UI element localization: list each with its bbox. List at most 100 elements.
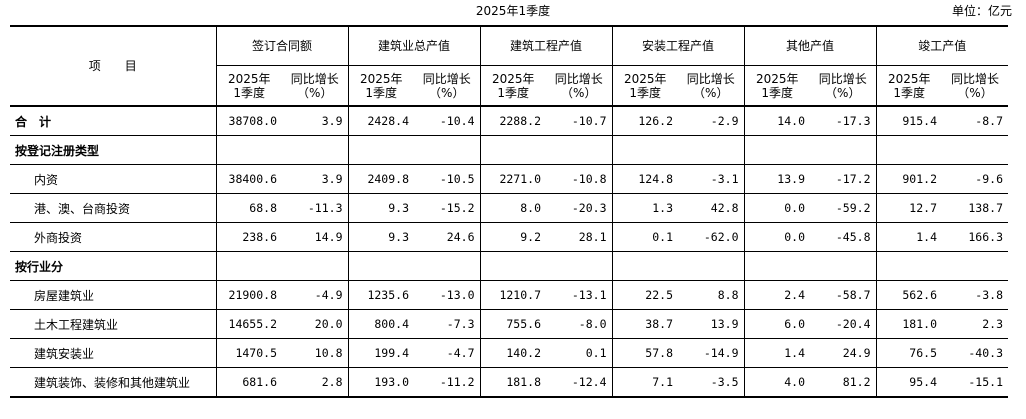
period-value-cell: 38708.0 [215,106,282,136]
period-value-cell: 181.0 [875,309,942,339]
period-value-cell: 12.7 [875,193,942,223]
growth-header: 同比增长 （%） [942,65,1008,107]
growth-header-line1: 同比增长 [818,71,867,86]
period-header: 2025年 1季度 [479,65,546,107]
growth-value-cell [678,135,744,165]
table-title: 2025年1季度 [475,4,551,18]
period-header: 2025年 1季度 [347,65,414,107]
growth-value-cell: -59.2 [810,193,876,223]
group-header-installation-output: 安装工程产值 [611,25,744,66]
period-header: 2025年 1季度 [215,65,282,107]
period-header-line1: 2025年 [623,71,667,86]
table-row: 土木工程建筑业 14655.2 20.0 800.4 -7.3 755.6 -8.0 38.7… [10,309,1008,339]
growth-value-cell [810,251,876,281]
period-value-cell [611,135,678,165]
period-value-cell: 9.3 [347,193,414,223]
growth-value-cell: -11.2 [414,367,480,398]
period-value-cell: 22.5 [611,280,678,310]
unit-label: 单位：亿元 [951,4,1012,18]
period-value-cell: 21900.8 [215,280,282,310]
period-value-cell: 199.4 [347,338,414,368]
period-value-cell: 13.9 [743,164,810,194]
growth-value-cell: 2.3 [942,309,1008,339]
growth-value-cell: -7.3 [414,309,480,339]
growth-header-line1: 同比增长 [554,71,603,86]
growth-value-cell: -8.0 [546,309,612,339]
period-value-cell: 2288.2 [479,106,546,136]
period-value-cell: 238.6 [215,222,282,252]
period-value-cell: 68.8 [215,193,282,223]
period-value-cell: 140.2 [479,338,546,368]
item-column-header: 项 目 [10,25,216,107]
period-value-cell: 4.0 [743,367,810,398]
period-value-cell [215,135,282,165]
row-label: 内资 [10,164,216,194]
period-value-cell: 0.0 [743,193,810,223]
growth-value-cell: -20.4 [810,309,876,339]
growth-value-cell: -10.8 [546,164,612,194]
period-value-cell [479,251,546,281]
period-value-cell: 124.8 [611,164,678,194]
growth-value-cell: -13.1 [546,280,612,310]
growth-value-cell [810,135,876,165]
growth-value-cell: -20.3 [546,193,612,223]
row-label: 港、澳、台商投资 [10,193,216,223]
period-value-cell: 0.1 [611,222,678,252]
growth-value-cell: -10.7 [546,106,612,136]
growth-value-cell: 81.2 [810,367,876,398]
growth-value-cell: 24.9 [810,338,876,368]
growth-value-cell: -17.3 [810,106,876,136]
growth-header-line2: （%） [561,85,597,100]
period-value-cell: 1.4 [875,222,942,252]
growth-header-line2: （%） [297,85,333,100]
growth-value-cell: 166.3 [942,222,1008,252]
period-value-cell: 14655.2 [215,309,282,339]
period-value-cell: 57.8 [611,338,678,368]
growth-header: 同比增长 （%） [810,65,876,107]
period-value-cell: 2428.4 [347,106,414,136]
growth-value-cell: 3.9 [282,164,348,194]
group-header-other-output: 其他产值 [743,25,876,66]
period-value-cell: 38.7 [611,309,678,339]
growth-value-cell: -8.7 [942,106,1008,136]
growth-value-cell: 14.9 [282,222,348,252]
growth-value-cell: -17.2 [810,164,876,194]
period-value-cell [875,251,942,281]
growth-value-cell: -15.2 [414,193,480,223]
period-value-cell: 2.4 [743,280,810,310]
growth-header-line1: 同比增长 [290,71,339,86]
period-header-line1: 2025年 [755,71,799,86]
period-value-cell [743,251,810,281]
growth-header-line2: （%） [429,85,465,100]
period-header: 2025年 1季度 [611,65,678,107]
growth-value-cell: -58.7 [810,280,876,310]
growth-value-cell: -40.3 [942,338,1008,368]
growth-value-cell: 10.8 [282,338,348,368]
growth-value-cell: 13.9 [678,309,744,339]
period-value-cell: 1210.7 [479,280,546,310]
row-label: 建筑装饰、装修和其他建筑业 [10,367,216,398]
growth-header-line1: 同比增长 [686,71,735,86]
period-value-cell: 1235.6 [347,280,414,310]
growth-value-cell: -3.5 [678,367,744,398]
period-value-cell: 76.5 [875,338,942,368]
period-value-cell: 6.0 [743,309,810,339]
period-header-line2: 1季度 [761,85,794,100]
growth-value-cell [678,251,744,281]
period-header-line2: 1季度 [629,85,662,100]
row-label: 按登记注册类型 [10,135,216,165]
growth-value-cell: -62.0 [678,222,744,252]
growth-header-line1: 同比增长 [422,71,471,86]
table-body: 合 计 38708.0 3.9 2428.4 -10.4 2288.2 -10.7 126.2… [10,106,1008,398]
period-header: 2025年 1季度 [743,65,810,107]
period-value-cell [611,251,678,281]
growth-value-cell [282,251,348,281]
growth-value-cell [282,135,348,165]
period-value-cell: 1.3 [611,193,678,223]
table-row: 港、澳、台商投资 68.8 -11.3 9.3 -15.2 8.0 -20.3 1.3 42.8… [10,193,1008,223]
growth-value-cell: -11.3 [282,193,348,223]
period-header-line1: 2025年 [887,71,931,86]
growth-value-cell: 8.8 [678,280,744,310]
growth-value-cell: -4.7 [414,338,480,368]
table-header: 项 目 签订合同额 建筑业总产值 建筑工程产值 安装工程产值 其他产值 竣工产值… [10,25,1008,107]
